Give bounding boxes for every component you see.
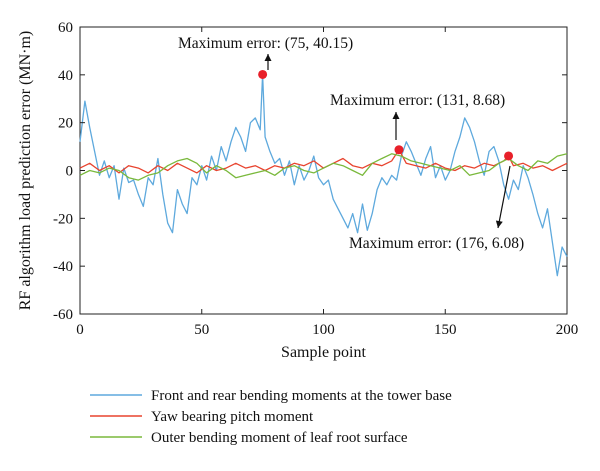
series-line-2	[79, 149, 568, 174]
marker-layer: Maximum error: (75, 40.15) Maximum error:…	[178, 35, 524, 252]
x-tick-label: 0	[76, 322, 84, 338]
annotation-arrow	[497, 165, 511, 229]
y-tick-label: -20	[53, 211, 73, 227]
annotation-label: Maximum error: (75, 40.15)	[178, 35, 353, 52]
max-error-marker	[394, 145, 404, 155]
y-axis-label: RF algorithm load prediction error (MN·m…	[17, 31, 34, 311]
y-tick-label: 20	[58, 116, 73, 132]
annotation-arrowhead	[392, 112, 400, 119]
max-error-marker	[504, 151, 514, 161]
series-line-3	[79, 153, 568, 181]
annotation-label: Maximum error: (131, 8.68)	[330, 92, 505, 109]
legend-label: Front and rear bending moments at the to…	[151, 388, 452, 404]
y-tick-label: -60	[53, 307, 73, 323]
x-axis-label: Sample point	[281, 344, 366, 361]
y-tick-label: 40	[58, 68, 73, 84]
annotation-arrowhead	[264, 54, 272, 61]
x-tick-label: 100	[312, 322, 335, 338]
annotation-label: Maximum error: (176, 6.08)	[349, 235, 524, 252]
y-tick-label: 60	[58, 20, 73, 36]
legend-label: Outer bending moment of leaf root surfac…	[151, 430, 408, 446]
y-tick-label: 0	[66, 164, 74, 180]
max-error-marker	[258, 69, 268, 79]
x-tick-label: 150	[434, 322, 457, 338]
x-tick-label: 50	[194, 322, 209, 338]
legend: Front and rear bending moments at the to…	[90, 388, 452, 446]
x-tick-label: 200	[556, 322, 579, 338]
plot-area	[79, 26, 568, 315]
annotation-arrowhead	[495, 220, 503, 228]
legend-label: Yaw bearing pitch moment	[151, 409, 314, 425]
y-tick-label: -40	[53, 259, 73, 275]
plot-frame	[79, 26, 568, 315]
series-layer	[79, 73, 568, 277]
